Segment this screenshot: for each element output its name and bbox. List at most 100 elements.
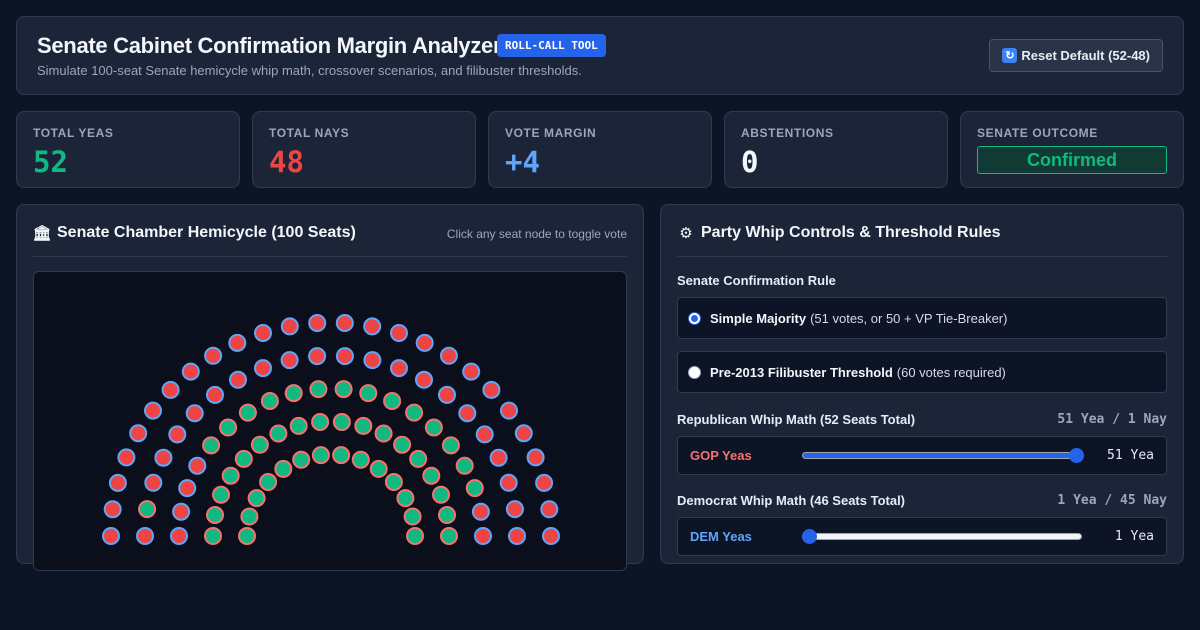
seat-node-72[interactable] [499,473,518,492]
seat-node-11[interactable] [384,473,403,491]
seat-node-62[interactable] [280,351,299,370]
seat-node-44[interactable] [359,384,378,403]
seat-node-51[interactable] [471,502,490,521]
seat-node-24[interactable] [332,413,351,431]
seat-node-3[interactable] [247,489,266,508]
radio-button[interactable] [688,311,701,325]
seat-node-16[interactable] [206,506,224,524]
seat-node-32[interactable] [440,527,458,545]
seat-node-86[interactable] [280,317,299,336]
seat-node-65[interactable] [363,351,382,370]
seat-node-14[interactable] [406,527,424,545]
seat-node-33[interactable] [170,527,188,545]
seat-node-85[interactable] [254,324,272,342]
seat-node-97[interactable] [526,448,545,467]
gop-yeas-slider[interactable] [802,448,1084,463]
seat-node-30[interactable] [432,485,450,504]
seat-node-36[interactable] [188,456,207,475]
seat-node-31[interactable] [438,506,456,524]
seat-node-66[interactable] [390,359,408,378]
seat-node-74[interactable] [508,527,526,545]
seat-node-81[interactable] [161,380,180,399]
seat-node-67[interactable] [415,370,433,389]
seat-node-34[interactable] [172,502,191,521]
seat-node-91[interactable] [415,333,434,352]
seat-node-2[interactable] [240,507,259,526]
seat-node-49[interactable] [455,456,474,475]
seat-node-12[interactable] [396,489,415,508]
seat-node-13[interactable] [403,507,422,526]
seat-node-41[interactable] [284,384,303,403]
seat-node-6[interactable] [292,450,311,469]
seat-node-82[interactable] [181,362,200,381]
seat-node-26[interactable] [374,424,393,443]
seat-node-48[interactable] [441,436,460,455]
seat-node-55[interactable] [144,473,163,492]
seat-node-23[interactable] [311,413,330,431]
seat-node-96[interactable] [514,424,533,443]
seat-node-60[interactable] [229,370,247,389]
seat-node-90[interactable] [390,324,408,342]
seat-node-46[interactable] [405,403,424,422]
radio-button[interactable] [688,365,701,379]
seat-node-100[interactable] [542,527,560,545]
seat-node-18[interactable] [221,466,240,485]
seat-node-71[interactable] [489,448,508,467]
seat-node-43[interactable] [334,380,353,399]
seat-node-22[interactable] [289,416,308,435]
seat-node-45[interactable] [383,392,402,410]
seat-node-1[interactable] [238,527,256,545]
seat-node-5[interactable] [274,459,293,478]
seat-node-54[interactable] [138,500,157,519]
seat-node-10[interactable] [369,459,388,478]
dem-yeas-slider[interactable] [802,529,1082,544]
seat-node-99[interactable] [540,500,559,519]
seat-node-79[interactable] [129,424,148,443]
seat-node-98[interactable] [535,473,554,492]
seat-node-76[interactable] [103,500,122,519]
seat-node-58[interactable] [185,404,204,423]
seat-node-38[interactable] [219,418,238,437]
seat-node-15[interactable] [204,527,222,545]
seat-node-63[interactable] [308,347,327,366]
seat-node-52[interactable] [474,527,492,545]
seat-node-37[interactable] [202,436,221,455]
seat-node-21[interactable] [269,424,288,443]
seat-node-7[interactable] [311,446,330,465]
seat-node-29[interactable] [422,466,441,485]
seat-node-25[interactable] [354,416,373,435]
rule-filibuster-threshold[interactable]: Pre-2013 Filibuster Threshold (60 votes … [677,351,1167,393]
rule-simple-majority[interactable]: Simple Majority (51 votes, or 50 + VP Ti… [677,297,1167,339]
seat-node-92[interactable] [439,346,458,365]
seat-node-39[interactable] [238,403,257,422]
seat-node-61[interactable] [254,359,272,378]
seat-node-93[interactable] [462,362,481,381]
seat-node-77[interactable] [108,473,127,492]
seat-node-73[interactable] [505,500,524,519]
seat-node-20[interactable] [250,435,269,454]
seat-node-80[interactable] [144,401,162,420]
seat-node-75[interactable] [102,527,120,545]
seat-node-94[interactable] [482,380,501,399]
slider-thumb[interactable] [1068,448,1084,463]
seat-node-47[interactable] [424,418,443,437]
seat-node-50[interactable] [465,479,484,498]
seat-node-68[interactable] [438,385,456,404]
seat-node-56[interactable] [154,448,173,467]
seat-node-28[interactable] [409,449,428,468]
seat-node-64[interactable] [335,347,354,366]
seat-node-42[interactable] [309,380,328,399]
seat-node-9[interactable] [351,450,370,469]
seat-node-59[interactable] [206,385,224,404]
seat-node-84[interactable] [228,333,247,352]
seat-node-40[interactable] [260,392,279,410]
seat-node-95[interactable] [500,401,518,420]
seat-node-8[interactable] [332,446,351,465]
seat-node-19[interactable] [234,449,253,468]
seat-node-69[interactable] [458,404,477,423]
seat-node-53[interactable] [136,527,154,545]
seat-node-17[interactable] [212,485,230,504]
seat-node-87[interactable] [308,314,327,332]
slider-thumb[interactable] [802,529,818,544]
seat-node-4[interactable] [259,473,278,491]
